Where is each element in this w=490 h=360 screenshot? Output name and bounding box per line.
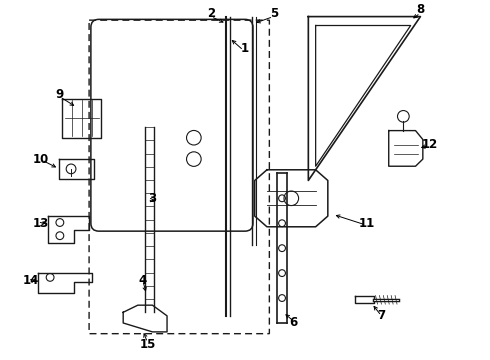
Text: 8: 8 [416,3,424,16]
Text: 10: 10 [32,153,49,166]
Text: 11: 11 [359,217,375,230]
Text: 9: 9 [56,89,64,102]
Text: 5: 5 [270,6,278,19]
Text: 7: 7 [377,309,386,322]
Text: 4: 4 [139,274,147,287]
Text: 2: 2 [207,6,215,19]
Text: 3: 3 [148,192,156,205]
Text: 15: 15 [139,338,156,351]
Text: 13: 13 [32,217,49,230]
Text: 12: 12 [422,138,438,151]
Text: 6: 6 [290,316,298,329]
Text: 1: 1 [241,42,249,55]
Text: 14: 14 [23,274,39,287]
